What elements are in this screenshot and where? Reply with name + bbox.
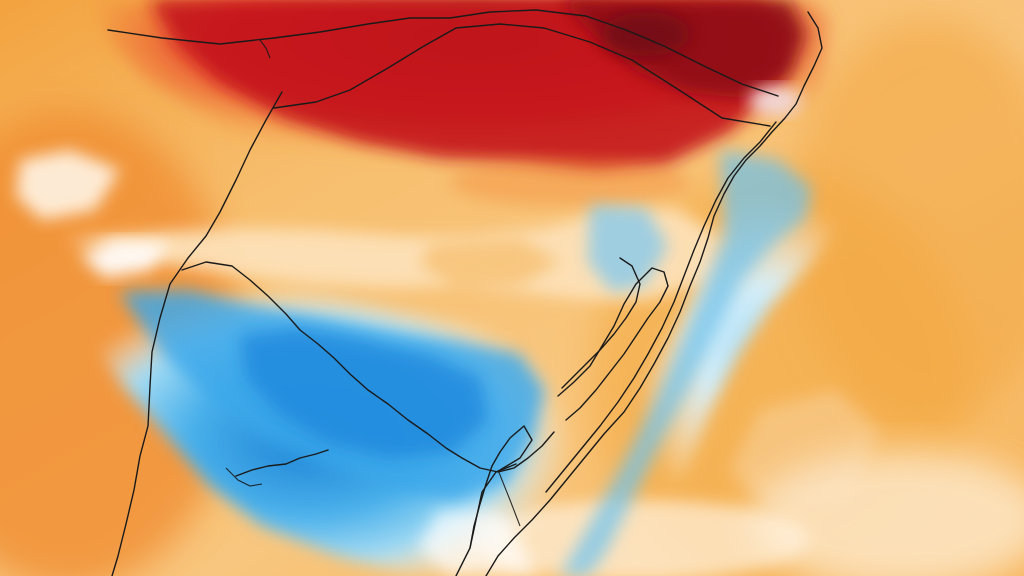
small-detail-lines bbox=[225, 39, 521, 527]
atlantic-coast bbox=[485, 11, 823, 576]
south-state-border bbox=[181, 261, 555, 473]
cool-anomaly-south bbox=[70, 204, 668, 576]
transition-band bbox=[16, 150, 720, 300]
coastal-cool-belt bbox=[520, 140, 880, 576]
northern-river-detail bbox=[259, 39, 271, 59]
southern-lagoon bbox=[469, 425, 533, 549]
lagoon-edge-detail bbox=[497, 469, 521, 527]
north-state-border bbox=[107, 9, 779, 97]
river-line bbox=[235, 449, 329, 477]
coastal-shelf-line bbox=[545, 121, 777, 493]
lagoon-outline-inner bbox=[561, 257, 641, 389]
western-border bbox=[111, 91, 283, 576]
interior-river-detail bbox=[225, 467, 263, 487]
middle-state-border bbox=[273, 23, 771, 127]
warm-anomaly-north bbox=[95, 0, 830, 212]
land-borders bbox=[107, 9, 823, 576]
